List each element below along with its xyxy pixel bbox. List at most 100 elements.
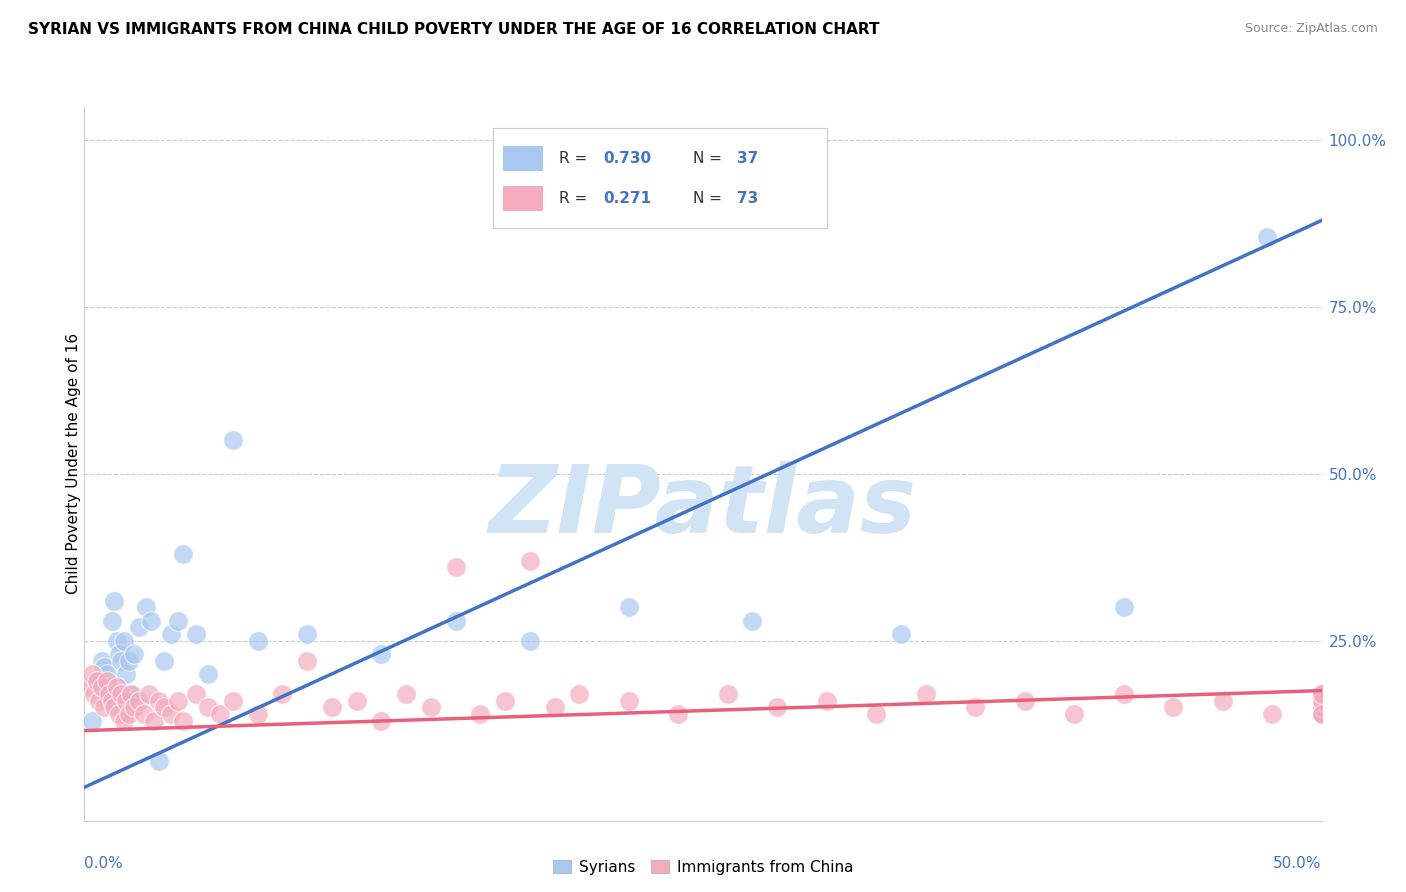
- Point: [103, 593, 125, 607]
- Point: [138, 687, 160, 701]
- Point: [160, 706, 183, 721]
- Point: [167, 693, 190, 707]
- Point: [1310, 687, 1333, 701]
- Point: [96, 667, 118, 681]
- Point: [132, 706, 155, 721]
- Point: [167, 614, 190, 628]
- Point: [543, 700, 565, 714]
- Point: [93, 660, 115, 674]
- Point: [80, 667, 103, 681]
- Point: [470, 706, 492, 721]
- Point: [717, 687, 740, 701]
- Point: [370, 714, 392, 728]
- Point: [80, 714, 103, 728]
- Point: [1310, 693, 1333, 707]
- Point: [112, 633, 135, 648]
- Point: [1310, 700, 1333, 714]
- Point: [128, 620, 150, 634]
- Point: [295, 654, 318, 668]
- Point: [152, 654, 174, 668]
- Point: [1014, 693, 1036, 707]
- Point: [105, 633, 128, 648]
- Point: [110, 654, 132, 668]
- Point: [222, 693, 245, 707]
- Point: [815, 693, 838, 707]
- Point: [90, 680, 112, 694]
- Point: [1310, 693, 1333, 707]
- Legend: Syrians, Immigrants from China: Syrians, Immigrants from China: [547, 854, 859, 880]
- Point: [1310, 700, 1333, 714]
- Point: [209, 706, 232, 721]
- Point: [890, 627, 912, 641]
- Point: [1212, 693, 1234, 707]
- Point: [122, 647, 145, 661]
- Point: [86, 673, 108, 688]
- Point: [1063, 706, 1085, 721]
- Point: [135, 600, 157, 615]
- Point: [321, 700, 343, 714]
- Point: [1310, 687, 1333, 701]
- Point: [120, 687, 142, 701]
- Point: [83, 687, 105, 701]
- Point: [110, 687, 132, 701]
- Point: [1112, 600, 1135, 615]
- Point: [100, 614, 122, 628]
- Point: [617, 600, 640, 615]
- Point: [1161, 700, 1184, 714]
- Point: [184, 627, 207, 641]
- Point: [494, 693, 516, 707]
- Point: [519, 633, 541, 648]
- Point: [128, 693, 150, 707]
- Point: [98, 687, 121, 701]
- Point: [1310, 706, 1333, 721]
- Point: [115, 693, 138, 707]
- Point: [666, 706, 689, 721]
- Point: [89, 693, 111, 707]
- Point: [914, 687, 936, 701]
- Point: [271, 687, 294, 701]
- Point: [370, 647, 392, 661]
- Point: [118, 654, 141, 668]
- Point: [395, 687, 418, 701]
- Point: [93, 700, 115, 714]
- Point: [120, 687, 142, 701]
- Point: [444, 614, 467, 628]
- Point: [184, 687, 207, 701]
- Point: [865, 706, 887, 721]
- Point: [105, 680, 128, 694]
- Point: [197, 700, 219, 714]
- Point: [1256, 230, 1278, 244]
- Point: [1310, 693, 1333, 707]
- Text: SYRIAN VS IMMIGRANTS FROM CHINA CHILD POVERTY UNDER THE AGE OF 16 CORRELATION CH: SYRIAN VS IMMIGRANTS FROM CHINA CHILD PO…: [28, 22, 880, 37]
- Point: [152, 700, 174, 714]
- Point: [108, 706, 131, 721]
- Point: [568, 687, 591, 701]
- Point: [295, 627, 318, 641]
- Text: Source: ZipAtlas.com: Source: ZipAtlas.com: [1244, 22, 1378, 36]
- Point: [172, 547, 194, 561]
- Point: [112, 714, 135, 728]
- Point: [141, 614, 163, 628]
- Y-axis label: Child Poverty Under the Age of 16: Child Poverty Under the Age of 16: [66, 334, 80, 594]
- Point: [89, 673, 111, 688]
- Point: [100, 693, 122, 707]
- Point: [148, 693, 170, 707]
- Point: [346, 693, 368, 707]
- Point: [1310, 687, 1333, 701]
- Point: [1310, 700, 1333, 714]
- Point: [246, 633, 269, 648]
- Point: [98, 680, 121, 694]
- Point: [90, 654, 112, 668]
- Text: 50.0%: 50.0%: [1274, 856, 1322, 871]
- Point: [617, 693, 640, 707]
- Point: [118, 706, 141, 721]
- Point: [1310, 687, 1333, 701]
- Point: [419, 700, 441, 714]
- Point: [172, 714, 194, 728]
- Point: [1261, 706, 1284, 721]
- Point: [444, 560, 467, 574]
- Point: [222, 434, 245, 448]
- Point: [1310, 706, 1333, 721]
- Point: [122, 700, 145, 714]
- Point: [103, 700, 125, 714]
